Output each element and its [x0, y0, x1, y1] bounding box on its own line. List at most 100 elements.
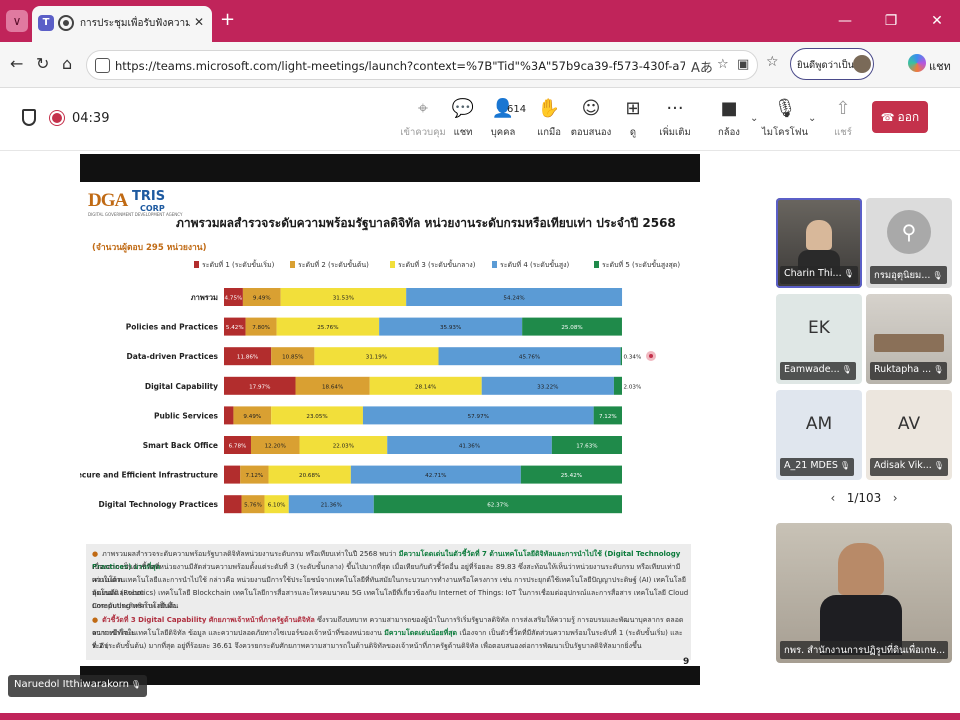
mic-options-chevron-icon[interactable]: ⌄	[808, 113, 817, 124]
tab-actions-menu-button[interactable]: ∨	[6, 10, 28, 32]
bar-segment	[240, 465, 269, 484]
mic-off-icon: 🎙	[933, 365, 944, 374]
copilot-icon[interactable]	[908, 54, 926, 72]
share-icon: ⇧	[835, 98, 851, 119]
bar-segment	[299, 436, 388, 454]
bar-segment	[373, 495, 622, 514]
mic-off-icon: 🎙	[933, 461, 944, 470]
data-label: 25.42%	[561, 473, 582, 479]
stacked-bar-chart: ภาพรวม 4.75% 9.49% 31.53% 54.24% Policies and…	[80, 288, 642, 514]
participant-name: Ruktapha ... 🎙	[870, 362, 948, 380]
participant-tile[interactable]: EK Eamwade... 🎙	[776, 294, 862, 384]
back-arrow-icon[interactable]: ←	[10, 54, 24, 73]
category-label: ภาพรวม	[191, 293, 218, 302]
gallery-pager: ‹ 1/103 ›	[776, 491, 952, 513]
data-label: 9.49%	[253, 296, 271, 302]
participant-initials: AM	[805, 414, 833, 434]
data-label: 28.14%	[415, 384, 436, 390]
bar-segment	[224, 376, 296, 395]
legend-label: ระดับที่ 5 (ระดับขั้นสูงสุด)	[602, 261, 681, 269]
data-label: 33.22%	[537, 384, 558, 390]
restore-button[interactable]: ❐	[884, 13, 898, 29]
participant-video	[820, 543, 902, 655]
note-2-line-3: ที่ 2 (ระดับขั้นต้น) มากที่สุด อยู่ที่ร้…	[92, 642, 642, 650]
profile-label: ยินดีพูดว่าเป็นคุณ	[797, 60, 870, 71]
raise-hand-button[interactable]: ✋ แกมือ	[524, 97, 574, 143]
meeting-toolbar: 04:39 ⌖ เข้าควบคุม 💬 แชท 👤 บุคคล 614 ✋ แ…	[0, 89, 960, 151]
bar-segment	[233, 406, 272, 425]
view-button[interactable]: ⊞ ดู	[608, 97, 658, 143]
camera-button[interactable]: ■ กล้อง	[704, 97, 754, 143]
chat-button[interactable]: 💬 แชท	[438, 97, 488, 143]
browser-tab-active[interactable]: T การประชุมเพื่อรับฟังความคิดเห็นต่อ ✕	[32, 6, 212, 42]
share-button[interactable]: ⇧ แชร์	[818, 97, 868, 143]
participant-name: กพร. สำนักงานการปฏิรูปที่ดินเพื่อเกษ...🎙	[780, 641, 948, 659]
data-label: 0.34%	[624, 355, 642, 361]
participant-tile[interactable]: ⚲ กรมอุตุนิยม... 🎙	[866, 198, 952, 288]
sidebar-chat-label[interactable]: แชท	[929, 60, 951, 73]
legend-item: ระดับที่ 4 (ระดับขั้นสูง)	[492, 260, 569, 271]
profile-button[interactable]: ยินดีพูดว่าเป็นคุณ	[790, 48, 874, 80]
data-label: 21.36%	[321, 503, 342, 509]
legend-swatch	[492, 261, 497, 268]
bar-segment	[224, 347, 272, 366]
bar-segment	[522, 317, 622, 336]
participant-tile[interactable]: AV Adisak Vik... 🎙	[866, 390, 952, 480]
take-control-button[interactable]: ⌖ เข้าควบคุม	[398, 97, 448, 143]
data-label: 20.68%	[299, 473, 320, 479]
participant-video	[874, 334, 944, 352]
category-label: Digital Technology Practices	[99, 500, 219, 509]
chevron-left-icon[interactable]: ‹	[830, 491, 836, 505]
reload-icon[interactable]: ↻	[36, 54, 50, 73]
home-icon[interactable]: ⌂	[62, 54, 73, 73]
bar-segment	[268, 465, 351, 484]
favorite-star-icon[interactable]: ☆	[717, 57, 729, 72]
data-label: 4.75%	[225, 296, 243, 302]
legend-label: ระดับที่ 1 (ระดับขั้นเริ่ม)	[202, 261, 275, 269]
data-label: 11.86%	[237, 355, 258, 361]
participant-tile[interactable]: Charin Thi... 🎙	[776, 198, 862, 288]
bar-segment	[224, 317, 246, 336]
featured-participant-tile[interactable]: กพร. สำนักงานการปฏิรูปที่ดินเพื่อเกษ...🎙	[776, 523, 952, 663]
legend-label: ระดับที่ 4 (ระดับขั้นสูง)	[500, 261, 570, 269]
url-text[interactable]: https://teams.microsoft.com/light-meetin…	[115, 59, 685, 73]
bar-segment	[242, 288, 281, 306]
app-available-icon[interactable]: ▣	[737, 57, 750, 72]
minimize-button[interactable]: —	[838, 13, 852, 29]
tab-close-icon[interactable]: ✕	[194, 15, 205, 29]
leave-button[interactable]: ☎ ออก	[872, 101, 928, 133]
bar-segment	[620, 347, 622, 366]
phone-hangup-icon: ☎	[880, 111, 895, 124]
data-label: 6.78%	[229, 444, 247, 450]
people-button[interactable]: 👤 บุคคล	[478, 97, 528, 143]
new-tab-button[interactable]: +	[220, 9, 236, 30]
camera-options-chevron-icon[interactable]: ⌄	[750, 113, 759, 124]
react-button[interactable]: ☺ ตอบสนอง	[566, 97, 616, 143]
data-label: 31.19%	[366, 355, 387, 361]
participant-tile[interactable]: Ruktapha ... 🎙	[866, 294, 952, 384]
shield-icon[interactable]	[22, 109, 36, 126]
data-label: 31.53%	[333, 296, 354, 302]
bar-segment	[224, 288, 243, 306]
data-label: 45.76%	[519, 355, 540, 361]
more-button[interactable]: ··· เพิ่มเติม	[650, 97, 700, 143]
close-window-button[interactable]: ✕	[931, 13, 943, 29]
chevron-right-icon[interactable]: ›	[892, 491, 898, 505]
participant-tile[interactable]: AM A_21 MDES 🎙	[776, 390, 862, 480]
data-label: 35.93%	[440, 325, 461, 331]
favorites-icon[interactable]: ☆	[766, 54, 779, 70]
bar-segment	[362, 406, 594, 425]
data-label: 9.49%	[243, 414, 261, 420]
people-icon: 👤	[491, 98, 515, 119]
site-info-icon[interactable]	[95, 58, 110, 73]
mic-button[interactable]: 🎙 ไมโครโฟน	[760, 97, 810, 143]
address-bar[interactable]: https://teams.microsoft.com/light-meetin…	[86, 50, 758, 80]
laser-pointer	[646, 351, 656, 361]
category-label: Data-driven Practices	[127, 352, 219, 361]
bar-segment	[613, 376, 622, 395]
data-label: 12.20%	[265, 444, 286, 450]
bar-segment	[520, 465, 622, 484]
read-aloud-icon[interactable]: Aあ	[691, 61, 713, 76]
bar-segment	[224, 406, 234, 425]
presenter-name-tag: Naruedol Itthiwarakorn 🎙	[8, 675, 148, 697]
